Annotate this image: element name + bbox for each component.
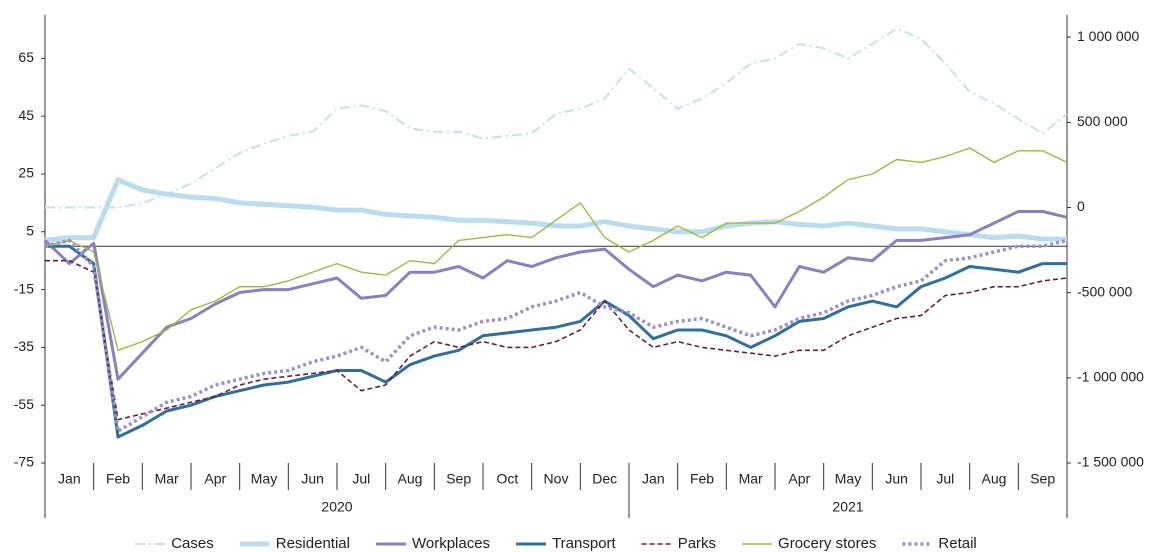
x-tick-label: Jan: [58, 471, 81, 487]
x-tick-label: Jun: [885, 471, 908, 487]
y2-tick-label: 0: [1077, 198, 1085, 214]
x-tick-label: Feb: [106, 471, 130, 487]
y2-tick-label: 1 000 000: [1077, 28, 1139, 44]
x-tick-label: Dec: [592, 471, 617, 487]
y-tick-label: 45: [18, 107, 34, 123]
x-tick-label: Jul: [936, 471, 954, 487]
y-tick-label: -35: [14, 338, 34, 354]
x-tick-label: Sep: [446, 471, 471, 487]
year-label: 2021: [832, 499, 863, 515]
x-tick-label: Aug: [398, 471, 423, 487]
x-tick-label: Nov: [544, 471, 569, 487]
legend-item: Retail: [902, 535, 977, 552]
x-tick-label: Aug: [982, 471, 1007, 487]
x-tick-label: Mar: [155, 471, 179, 487]
series-line: [44, 177, 1067, 243]
series-line: [43, 210, 1068, 381]
x-tick-label: Jan: [642, 471, 665, 487]
legend-label: Cases: [171, 535, 214, 552]
legend-item: Residential: [239, 535, 350, 552]
y-tick-label: -55: [14, 396, 34, 412]
y-tick-label: -75: [14, 454, 34, 470]
y2-tick-label: -500 000: [1077, 283, 1132, 299]
y2-tick-label: -1 500 000: [1077, 454, 1144, 470]
x-tick-label: Apr: [788, 471, 810, 487]
series-line: [45, 27, 1068, 209]
x-tick-label: Jun: [301, 471, 324, 487]
legend-item: Grocery stores: [742, 535, 876, 552]
legend-item: Workplaces: [375, 535, 490, 552]
series-line: [44, 147, 1068, 351]
x-tick-label: Oct: [496, 471, 518, 487]
legend-label: Retail: [938, 535, 976, 552]
series-line: [45, 259, 1068, 421]
legend-label: Parks: [678, 535, 716, 552]
x-tick-label: May: [835, 471, 861, 487]
y-tick-label: 25: [18, 165, 34, 181]
legend-label: Grocery stores: [778, 535, 876, 552]
x-tick-label: Sep: [1030, 471, 1055, 487]
x-tick-label: Feb: [690, 471, 714, 487]
series-line: [44, 238, 1068, 433]
legend: Cases Residential Workplaces Transport Parks…: [135, 535, 977, 552]
y-tick-label: -15: [14, 280, 34, 296]
legend-item: Parks: [641, 535, 716, 552]
x-tick-label: Apr: [204, 471, 226, 487]
x-tick-label: Jul: [352, 471, 370, 487]
y-tick-label: 65: [18, 49, 34, 65]
legend-label: Residential: [276, 535, 350, 552]
x-tick-label: Mar: [739, 471, 763, 487]
legend-label: Workplaces: [412, 535, 490, 552]
x-tick-label: May: [251, 471, 277, 487]
y2-tick-label: -1 000 000: [1077, 369, 1144, 385]
y-tick-label: 5: [26, 222, 34, 238]
y2-tick-label: 500 000: [1077, 113, 1128, 129]
year-label: 2020: [321, 499, 352, 515]
legend-label: Transport: [552, 535, 616, 552]
legend-item: Transport: [516, 535, 617, 552]
legend-item: Cases: [135, 535, 214, 552]
